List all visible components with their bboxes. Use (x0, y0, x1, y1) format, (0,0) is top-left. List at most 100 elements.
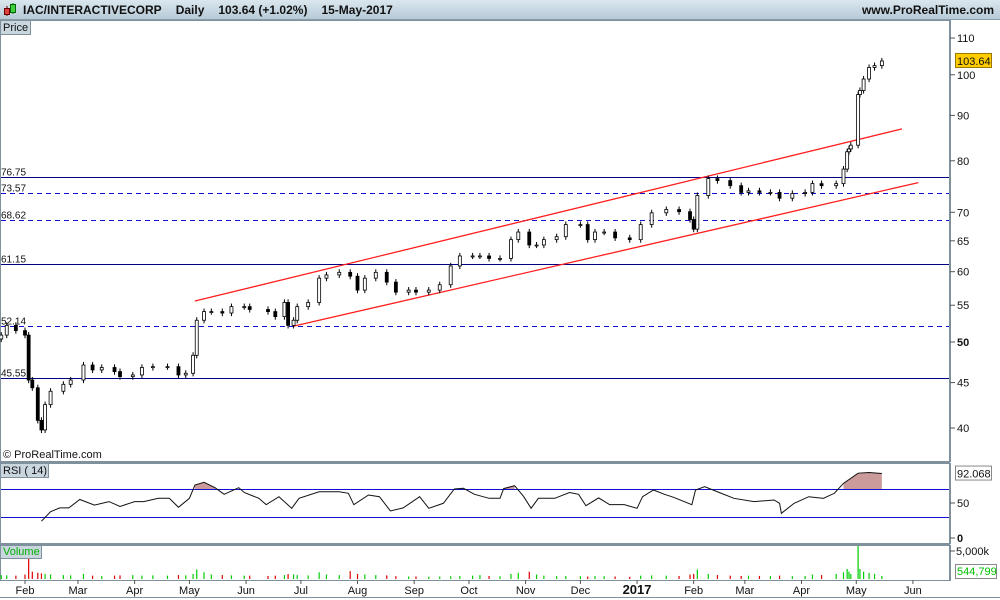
candle (746, 190, 751, 193)
price-tick-label: 50 (957, 337, 969, 349)
last-price-label: 103.64 (957, 56, 991, 68)
rsi-pane[interactable] (0, 463, 950, 544)
price-tick-label: 110 (957, 33, 975, 45)
price-tick-label: 80 (957, 156, 969, 168)
volume-pane-tab[interactable] (0, 545, 42, 559)
candle (306, 302, 311, 308)
candle (768, 192, 773, 194)
candle (691, 219, 696, 230)
candle (61, 383, 66, 392)
candle (470, 255, 475, 258)
rsi-pane-tab[interactable] (0, 463, 49, 478)
rsi-pane-label: RSI ( 14) (3, 465, 47, 477)
level-label: 61.15 (1, 255, 26, 266)
candle (563, 224, 568, 238)
time-tick-label: Aug (348, 585, 368, 597)
volume-pane-label: Volume (3, 546, 40, 558)
time-tick-label: 2017 (623, 582, 652, 597)
candle (4, 324, 9, 336)
level-label: 52.14 (1, 317, 26, 328)
candle (43, 404, 47, 431)
price-tick-label: 45 (957, 378, 969, 390)
last-change: 103.64 (+1.02%) (218, 3, 308, 17)
time-tick-label: Jun (237, 585, 255, 597)
level-label: 73.57 (1, 184, 26, 195)
candle (23, 330, 27, 336)
candle (13, 324, 18, 331)
candle (39, 419, 44, 431)
candle (478, 255, 482, 258)
candle (879, 60, 884, 67)
candle (861, 78, 866, 91)
candle (448, 265, 453, 286)
time-tick-label: Dec (571, 585, 591, 597)
price-tick-label: 90 (957, 110, 969, 122)
volume-last-badge (955, 564, 997, 579)
chart-header: IAC/INTERACTIVECORP Daily 103.64 (+1.02%) 1… (0, 0, 1000, 20)
price-axis: 110 100 90 80 70 65 60 55 50 45 40 103.64 (950, 20, 992, 462)
time-tick-label: Apr (793, 585, 810, 597)
price-candles (0, 57, 884, 434)
volume-pane[interactable] (0, 545, 950, 581)
candle (810, 183, 815, 193)
candle (112, 367, 117, 373)
candle (688, 211, 692, 220)
candle (706, 178, 711, 196)
candle (273, 311, 278, 318)
price-pane-tab[interactable] (0, 20, 31, 35)
time-tick-label: Jul (294, 585, 308, 597)
candle (99, 367, 104, 371)
candle (728, 180, 733, 187)
time-tick-label: May (846, 585, 867, 597)
candle (348, 271, 353, 277)
candle (856, 94, 861, 146)
candle (613, 231, 618, 239)
candle (534, 244, 539, 247)
candle (872, 65, 877, 68)
candle (426, 289, 431, 293)
candle (845, 151, 850, 170)
price-tick-label: 40 (957, 423, 969, 435)
time-tick-label: Nov (516, 585, 536, 597)
candle (858, 90, 862, 95)
candle (627, 237, 632, 241)
candle (757, 190, 762, 193)
candle (593, 231, 597, 241)
candle (834, 183, 839, 187)
volume-bars: 5,000k 544,799 (0, 545, 997, 581)
level-label: 68.62 (1, 211, 26, 222)
candle (150, 366, 155, 369)
time-tick-label: Sep (404, 585, 424, 597)
candle (118, 371, 122, 378)
candle (30, 379, 35, 389)
volume-last-label: 544,799 (957, 566, 997, 578)
candle (194, 319, 199, 356)
candle (393, 281, 398, 293)
price-pane-label: Price (3, 22, 28, 34)
channel-line (194, 128, 903, 302)
candle (457, 255, 462, 267)
level-label: 45.55 (1, 369, 26, 380)
candle (26, 334, 31, 381)
last-price-badge (955, 52, 992, 68)
period: Daily (175, 3, 205, 17)
candle (165, 366, 170, 369)
candle (282, 302, 287, 318)
candle (437, 284, 442, 291)
time-tick-label: Mar (69, 585, 88, 597)
candle (0, 334, 4, 340)
candle (677, 209, 681, 213)
price-tick-label: 60 (957, 267, 969, 279)
site-link[interactable]: www.ProRealTime.com (861, 3, 994, 17)
candle (81, 364, 86, 381)
candle (554, 236, 559, 241)
symbol: IAC/INTERACTIVECORP (23, 3, 162, 17)
candle (229, 306, 234, 314)
candle (286, 302, 290, 326)
candle (777, 192, 782, 199)
candle (848, 144, 853, 150)
price-pane[interactable] (0, 20, 950, 462)
candle (414, 289, 418, 293)
candle (516, 231, 521, 241)
